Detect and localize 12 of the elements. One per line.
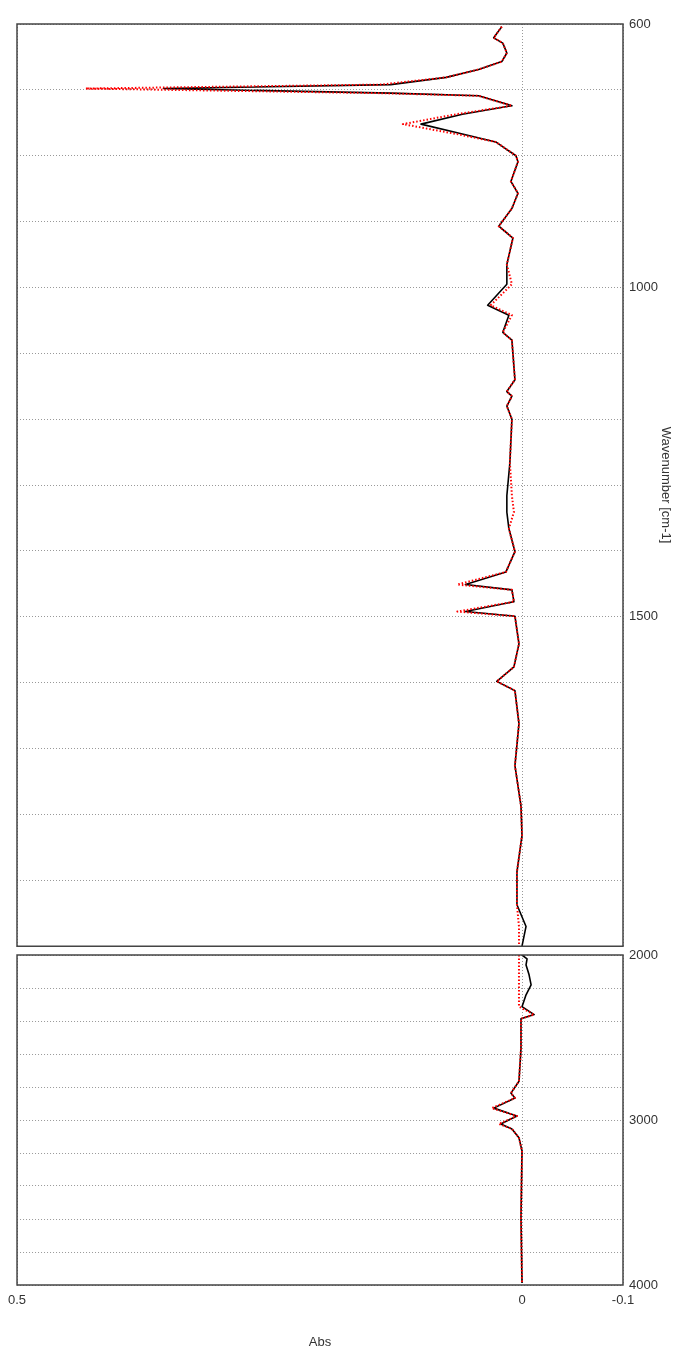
x-tick-label: 0 xyxy=(518,1292,526,1308)
x-axis-title: Abs xyxy=(308,1333,332,1349)
y-tick-label: 3000 xyxy=(629,1111,658,1127)
y-axis-title: Wavenumber [cm-1] xyxy=(658,426,673,544)
y-tick-label: 600 xyxy=(629,15,651,31)
y-tick-label: 1000 xyxy=(629,279,658,295)
y-tick-label: 4000 xyxy=(629,1276,658,1292)
line-series xyxy=(84,25,523,947)
y-tick-label: 1500 xyxy=(629,608,658,624)
y-tick-label: 2000 xyxy=(629,946,658,962)
x-tick-label: -0.1 xyxy=(611,1292,635,1308)
x-tick-label: 0.5 xyxy=(8,1292,27,1308)
